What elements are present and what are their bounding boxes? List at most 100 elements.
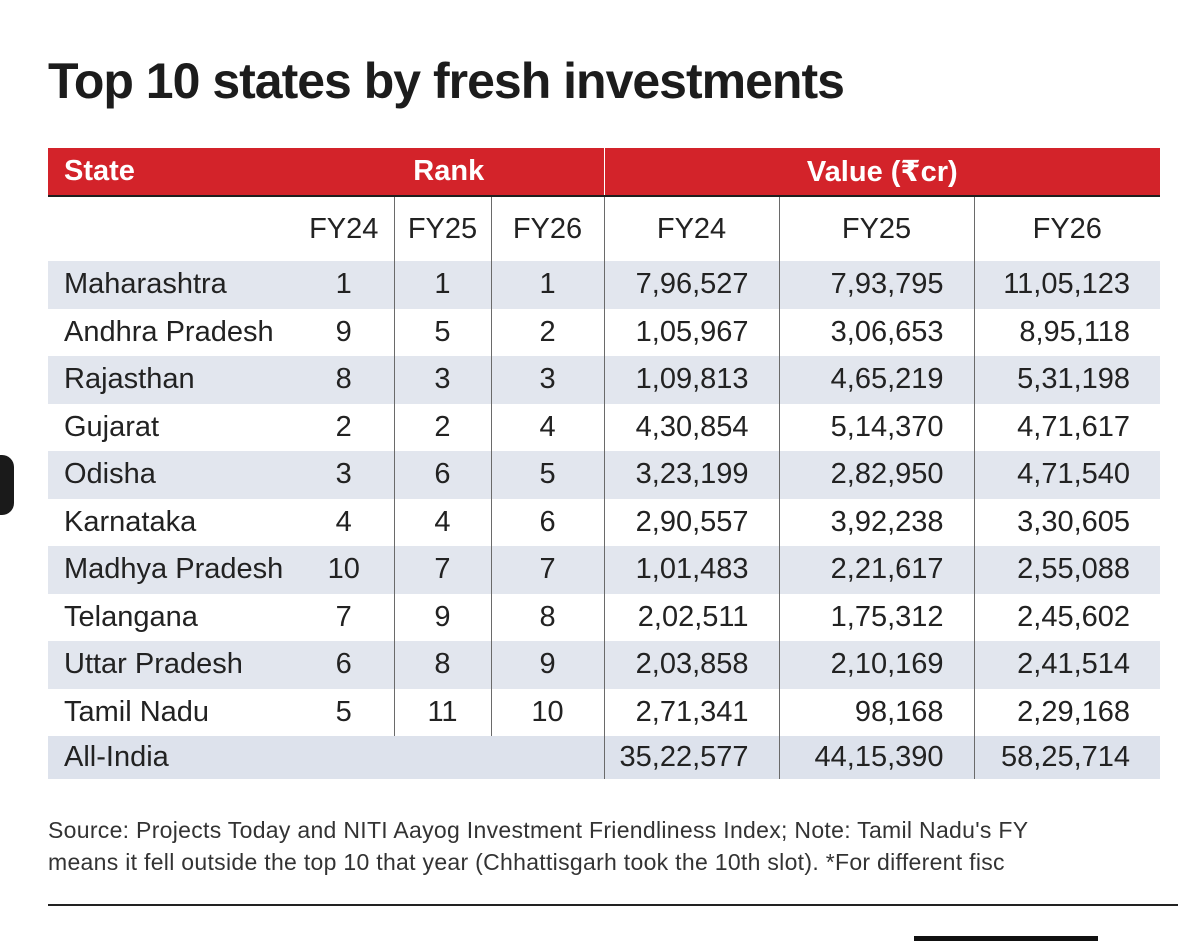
- value-fy26: 8,95,118: [973, 308, 1161, 356]
- table-header-row: State Rank Value (₹cr): [48, 148, 1161, 197]
- rank-fy24: 10: [294, 546, 394, 594]
- state-name: Uttar Pradesh: [48, 641, 294, 689]
- value-fy26: 2,41,514: [973, 641, 1161, 689]
- rank-fy25: 3: [393, 356, 491, 404]
- table-row: Telangana 7 9 8 2,02,511 1,75,312 2,45,6…: [48, 593, 1161, 641]
- footnote-line-1: Source: Projects Today and NITI Aayog In…: [48, 817, 1029, 843]
- state-name: Odisha: [48, 451, 294, 499]
- table-row: Uttar Pradesh 6 8 9 2,03,858 2,10,169 2,…: [48, 641, 1161, 689]
- value-fy25: 2,10,169: [778, 641, 975, 689]
- value-fy25: 7,93,795: [778, 261, 975, 309]
- state-name: Madhya Pradesh: [48, 546, 294, 594]
- value-fy25: 4,65,219: [778, 356, 975, 404]
- all-india-total-row: All-India 35,22,577 44,15,390 58,25,714: [48, 736, 1161, 779]
- rank-fy24: 7: [294, 593, 394, 641]
- total-value-fy25: 44,15,390: [778, 736, 975, 779]
- rank-fy26: 2: [490, 308, 605, 356]
- table-row: Andhra Pradesh 9 5 2 1,05,967 3,06,653 8…: [48, 308, 1161, 356]
- value-fy25-header: FY25: [778, 196, 975, 261]
- table-row: Odisha 3 6 5 3,23,199 2,82,950 4,71,540: [48, 451, 1161, 499]
- value-fy26: 2,45,602: [973, 593, 1161, 641]
- state-name: Karnataka: [48, 498, 294, 546]
- value-fy24: 1,05,967: [603, 308, 780, 356]
- rank-fy26: 7: [490, 546, 605, 594]
- value-fy26: 2,29,168: [973, 688, 1161, 736]
- value-fy24: 2,03,858: [603, 641, 780, 689]
- state-name: Andhra Pradesh: [48, 308, 294, 356]
- state-column-header: State: [48, 148, 294, 197]
- rank-fy24: 6: [294, 641, 394, 689]
- rank-fy25: 5: [393, 308, 491, 356]
- value-column-header: Value (₹cr): [603, 148, 1161, 197]
- rank-fy25: 4: [393, 498, 491, 546]
- table-row: Rajasthan 8 3 3 1,09,813 4,65,219 5,31,1…: [48, 356, 1161, 404]
- value-fy24: 1,09,813: [603, 356, 780, 404]
- rank-fy26: 4: [490, 403, 605, 451]
- value-fy24: 7,96,527: [603, 261, 780, 309]
- value-fy24-header: FY24: [603, 196, 780, 261]
- state-name: Gujarat: [48, 403, 294, 451]
- value-fy26: 3,30,605: [973, 498, 1161, 546]
- rank-fy25: 9: [393, 593, 491, 641]
- rank-fy25-header: FY25: [393, 196, 491, 261]
- table-row: Madhya Pradesh 10 7 7 1,01,483 2,21,617 …: [48, 546, 1161, 594]
- rank-fy24: 9: [294, 308, 394, 356]
- investments-table: State Rank Value (₹cr) FY24 FY25 FY26 FY…: [48, 148, 1161, 779]
- rank-fy26: 10: [490, 688, 605, 736]
- rank-fy25: 6: [393, 451, 491, 499]
- value-fy25: 2,21,617: [778, 546, 975, 594]
- rank-fy26: 9: [490, 641, 605, 689]
- cropped-bottom-bar: [914, 936, 1098, 941]
- rank-fy25: 1: [393, 261, 491, 309]
- state-name: Telangana: [48, 593, 294, 641]
- rank-fy26: 6: [490, 498, 605, 546]
- value-fy26-header: FY26: [973, 196, 1161, 261]
- value-fy25: 1,75,312: [778, 593, 975, 641]
- value-fy24: 4,30,854: [603, 403, 780, 451]
- value-fy25: 3,92,238: [778, 498, 975, 546]
- rank-fy24: 2: [294, 403, 394, 451]
- state-name: Maharashtra: [48, 261, 294, 309]
- rank-fy24: 1: [294, 261, 394, 309]
- value-fy24: 2,71,341: [603, 688, 780, 736]
- value-fy24: 1,01,483: [603, 546, 780, 594]
- rank-fy24: 4: [294, 498, 394, 546]
- empty-subheader-cell: [48, 196, 294, 261]
- table-row: Maharashtra 1 1 1 7,96,527 7,93,795 11,0…: [48, 261, 1161, 309]
- rank-fy24: 8: [294, 356, 394, 404]
- value-fy26: 4,71,540: [973, 451, 1161, 499]
- value-fy26: 5,31,198: [973, 356, 1161, 404]
- page-title: Top 10 states by fresh investments: [48, 53, 845, 109]
- table-row: Gujarat 2 2 4 4,30,854 5,14,370 4,71,617: [48, 403, 1161, 451]
- rank-fy25: 2: [393, 403, 491, 451]
- value-fy26: 2,55,088: [973, 546, 1161, 594]
- fiscal-year-subheader-row: FY24 FY25 FY26 FY24 FY25 FY26: [48, 196, 1161, 261]
- rank-fy25: 11: [393, 688, 491, 736]
- state-name: Tamil Nadu: [48, 688, 294, 736]
- rank-fy25: 8: [393, 641, 491, 689]
- bottom-divider: [48, 904, 1178, 906]
- rank-fy25: 7: [393, 546, 491, 594]
- source-footnote: Source: Projects Today and NITI Aayog In…: [48, 814, 1178, 878]
- value-fy26: 11,05,123: [973, 261, 1161, 309]
- value-fy25: 5,14,370: [778, 403, 975, 451]
- total-value-fy26: 58,25,714: [973, 736, 1161, 779]
- total-label: All-India: [48, 736, 605, 779]
- rank-fy24: 5: [294, 688, 394, 736]
- value-fy26: 4,71,617: [973, 403, 1161, 451]
- rank-fy24: 3: [294, 451, 394, 499]
- rank-fy26: 1: [490, 261, 605, 309]
- value-fy24: 2,90,557: [603, 498, 780, 546]
- investments-table-container: State Rank Value (₹cr) FY24 FY25 FY26 FY…: [48, 148, 1178, 779]
- value-fy25: 3,06,653: [778, 308, 975, 356]
- rank-fy26-header: FY26: [490, 196, 605, 261]
- total-value-fy24: 35,22,577: [603, 736, 780, 779]
- footnote-line-2: means it fell outside the top 10 that ye…: [48, 849, 1005, 875]
- state-name: Rajasthan: [48, 356, 294, 404]
- value-fy24: 3,23,199: [603, 451, 780, 499]
- table-row: Tamil Nadu 5 11 10 2,71,341 98,168 2,29,…: [48, 688, 1161, 736]
- value-fy25: 98,168: [778, 688, 975, 736]
- value-fy24: 2,02,511: [603, 593, 780, 641]
- rank-fy26: 8: [490, 593, 605, 641]
- rank-fy26: 3: [490, 356, 605, 404]
